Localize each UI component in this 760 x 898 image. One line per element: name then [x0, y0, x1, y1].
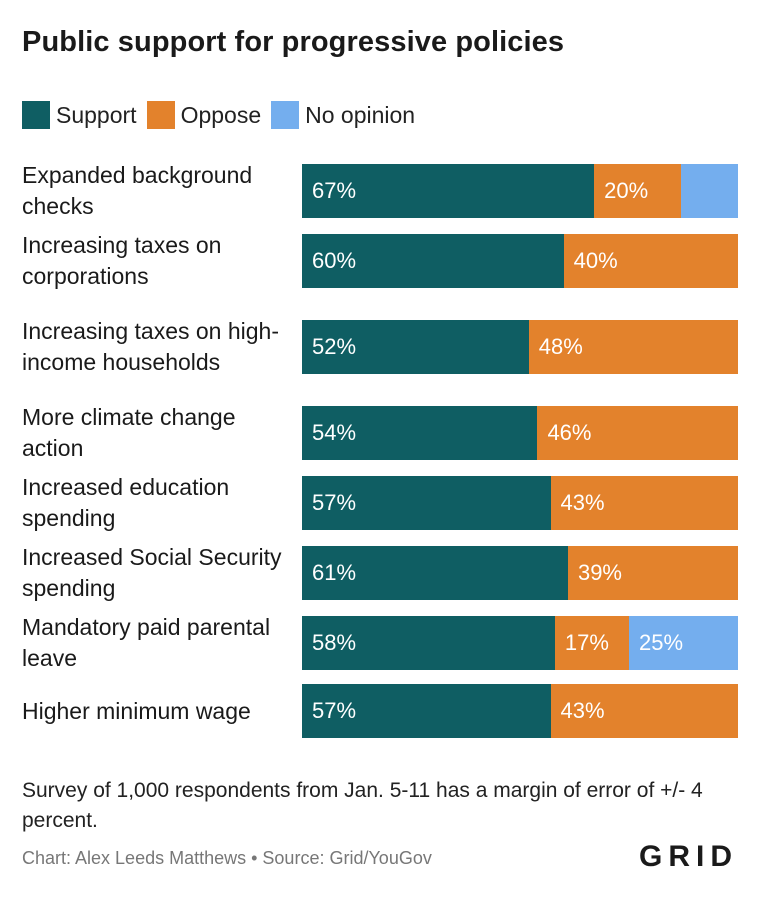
data-label-oppose: 17% — [564, 630, 609, 655]
bar-segment-oppose — [554, 616, 629, 670]
legend-swatch-no-opinion — [271, 101, 300, 129]
legend: Support Oppose No opinion — [22, 101, 425, 129]
bar-segment-oppose — [528, 320, 738, 374]
bar-segment-support — [302, 320, 529, 374]
legend-item-oppose: Oppose — [146, 101, 262, 129]
bar-segment-no-opinion — [681, 164, 738, 218]
bar-segment-oppose — [537, 406, 738, 460]
legend-label-oppose: Oppose — [180, 101, 262, 128]
data-label-oppose: 48% — [538, 334, 583, 359]
category-label: Increased Social Security spending — [22, 544, 282, 601]
bar-segment-support — [302, 684, 551, 738]
bar-segment-support — [302, 164, 595, 218]
data-label-support: 58% — [312, 630, 357, 655]
bar-segment-oppose — [550, 684, 738, 738]
data-label-no-opinion: 25% — [639, 630, 684, 655]
bar-segment-support — [302, 616, 555, 670]
data-label-oppose: 43% — [560, 490, 605, 515]
data-label-oppose: 46% — [547, 420, 592, 445]
category-label: Mandatory paid parental leave — [22, 614, 271, 671]
bar-segment-support — [302, 546, 568, 600]
category-label: More climate change action — [22, 404, 236, 461]
bar-segment-no-opinion — [629, 616, 738, 670]
legend-swatch-oppose — [146, 101, 175, 129]
data-label-support: 54% — [312, 420, 357, 445]
data-label-support: 57% — [312, 698, 357, 723]
data-label-oppose: 39% — [577, 560, 622, 585]
data-label-support: 57% — [312, 490, 357, 515]
footnote: Survey of 1,000 respondents from Jan. 5-… — [22, 779, 703, 832]
category-label: Increasing taxes on high-income househol… — [22, 318, 279, 375]
data-label-support: 52% — [312, 334, 357, 359]
data-label-oppose: 43% — [560, 698, 605, 723]
category-label: Higher minimum wage — [22, 697, 251, 724]
grid-logo: GRID — [639, 840, 738, 873]
legend-item-no-opinion: No opinion — [271, 101, 415, 129]
bar-segment-oppose — [563, 234, 738, 288]
data-label-oppose: 40% — [573, 248, 618, 273]
data-label-support: 67% — [312, 178, 357, 203]
bar-segment-oppose — [594, 164, 682, 218]
legend-swatch-support — [22, 101, 50, 129]
legend-item-support: Support — [22, 101, 137, 129]
source-credit: Chart: Alex Leeds Matthews • Source: Gri… — [22, 848, 432, 868]
bar-segment-support — [302, 234, 564, 288]
chart-title: Public support for progressive policies — [22, 26, 565, 58]
bar-segment-oppose — [550, 476, 738, 530]
bar-segment-support — [302, 476, 551, 530]
category-label: Expanded background checks — [22, 162, 253, 219]
data-label-oppose: 20% — [604, 178, 649, 203]
legend-label-no-opinion: No opinion — [305, 101, 416, 128]
data-label-support: 60% — [312, 248, 357, 273]
category-label: Increasing taxes on corporations — [22, 232, 222, 289]
category-label: Increased education spending — [22, 474, 230, 531]
legend-label-support: Support — [56, 101, 137, 128]
data-label-support: 61% — [312, 560, 357, 585]
bar-segment-support — [302, 406, 538, 460]
bar-segment-oppose — [567, 546, 738, 600]
